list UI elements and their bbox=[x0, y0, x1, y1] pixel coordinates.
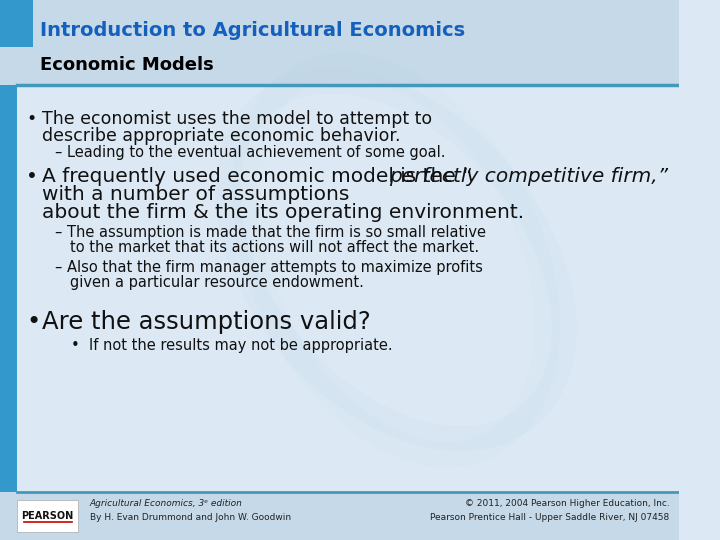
Text: Economic Models: Economic Models bbox=[40, 56, 213, 74]
Text: – Leading to the eventual achievement of some goal.: – Leading to the eventual achievement of… bbox=[55, 145, 445, 160]
Text: •  If not the results may not be appropriate.: • If not the results may not be appropri… bbox=[71, 338, 392, 353]
Text: Agricultural Economics, 3ᵉ edition: Agricultural Economics, 3ᵉ edition bbox=[89, 500, 243, 509]
Bar bbox=[0, 492, 679, 540]
Text: The economist uses the model to attempt to: The economist uses the model to attempt … bbox=[42, 110, 433, 128]
Text: – Also that the firm manager attempts to maximize profits: – Also that the firm manager attempts to… bbox=[55, 260, 482, 275]
Text: with a number of assumptions: with a number of assumptions bbox=[42, 185, 350, 204]
Text: perfectly competitive firm,”: perfectly competitive firm,” bbox=[390, 167, 668, 186]
Text: about the firm & the its operating environment.: about the firm & the its operating envir… bbox=[42, 203, 525, 222]
Bar bbox=[0, 0, 17, 540]
Bar bbox=[0, 0, 679, 85]
Text: © 2011, 2004 Pearson Higher Education, Inc.: © 2011, 2004 Pearson Higher Education, I… bbox=[464, 500, 670, 509]
Text: •: • bbox=[27, 167, 38, 186]
Text: By H. Evan Drummond and John W. Goodwin: By H. Evan Drummond and John W. Goodwin bbox=[89, 514, 291, 523]
FancyBboxPatch shape bbox=[0, 0, 679, 540]
Bar bbox=[17, 500, 78, 532]
Text: given a particular resource endowment.: given a particular resource endowment. bbox=[70, 275, 364, 290]
Text: – The assumption is made that the firm is so small relative: – The assumption is made that the firm i… bbox=[55, 225, 486, 240]
Text: •: • bbox=[27, 110, 37, 128]
Text: A frequently used economic model is the “: A frequently used economic model is the … bbox=[42, 167, 473, 186]
Text: •: • bbox=[27, 310, 40, 334]
Text: Are the assumptions valid?: Are the assumptions valid? bbox=[42, 310, 372, 334]
Bar bbox=[0, 0, 33, 47]
Text: Pearson Prentice Hall - Upper Saddle River, NJ 07458: Pearson Prentice Hall - Upper Saddle Riv… bbox=[431, 514, 670, 523]
Text: Introduction to Agricultural Economics: Introduction to Agricultural Economics bbox=[40, 21, 464, 39]
Text: PEARSON: PEARSON bbox=[22, 511, 73, 521]
Text: to the market that its actions will not affect the market.: to the market that its actions will not … bbox=[70, 240, 479, 255]
Text: describe appropriate economic behavior.: describe appropriate economic behavior. bbox=[42, 127, 401, 145]
